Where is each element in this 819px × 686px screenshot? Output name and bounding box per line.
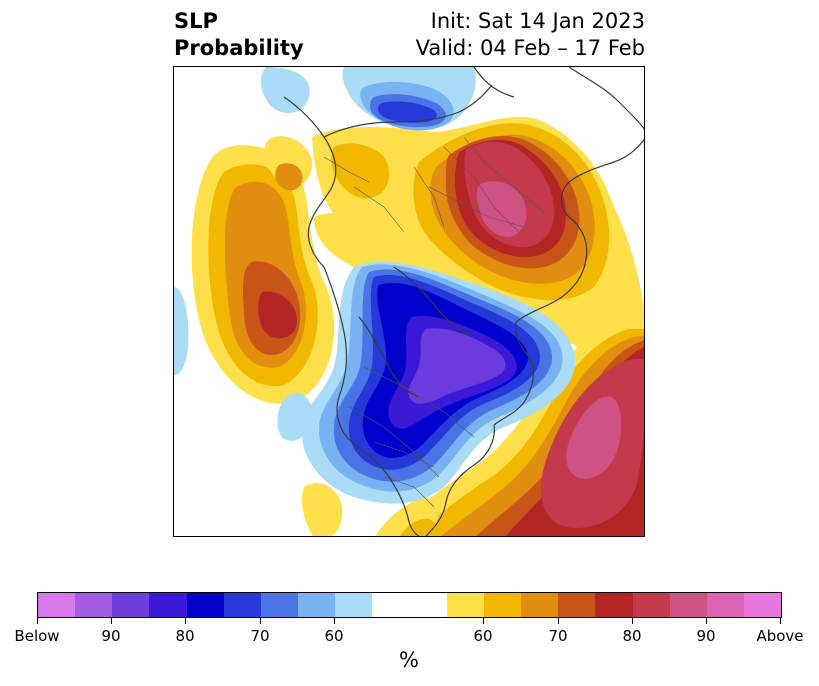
colorbar-segment bbox=[75, 593, 113, 617]
colorbar-tick bbox=[260, 618, 261, 624]
colorbar-tick bbox=[632, 618, 633, 624]
map-title: SLP Probability bbox=[174, 8, 304, 62]
colorbar-tick bbox=[780, 618, 781, 624]
colorbar-tick-label: 70 bbox=[250, 627, 270, 645]
colorbar-tick bbox=[37, 618, 38, 624]
colorbar-segment bbox=[743, 593, 782, 617]
colorbar-segment bbox=[483, 593, 522, 617]
probability-colorbar bbox=[37, 592, 782, 618]
colorbar-tick-label: 60 bbox=[324, 627, 344, 645]
pacific-high-anomaly bbox=[191, 136, 334, 404]
country-borders bbox=[323, 136, 545, 508]
colorbar-segment bbox=[446, 593, 484, 617]
colorbar-segment bbox=[595, 593, 633, 617]
colorbar-tick-label: 80 bbox=[622, 627, 642, 645]
init-date-label: Init: Sat 14 Jan 2023 bbox=[430, 9, 645, 33]
colorbar-tick-label: 90 bbox=[101, 627, 121, 645]
colorbar-segment bbox=[149, 593, 187, 617]
valid-range-label: Valid: 04 Feb – 17 Feb bbox=[415, 36, 645, 60]
colorbar-tick bbox=[111, 618, 112, 624]
colorbar-tick bbox=[185, 618, 186, 624]
map-canvas bbox=[174, 67, 644, 536]
colorbar-tick-label: 90 bbox=[696, 627, 716, 645]
colorbar-tick bbox=[483, 618, 484, 624]
colorbar-segment bbox=[558, 593, 596, 617]
colorbar-tick bbox=[706, 618, 707, 624]
colorbar-segment bbox=[298, 593, 336, 617]
colorbar-tick bbox=[334, 618, 335, 624]
probability-map bbox=[173, 66, 645, 537]
coastlines bbox=[283, 67, 644, 536]
atlantic-high-anomaly bbox=[302, 317, 644, 536]
forecast-dates: Init: Sat 14 Jan 2023 Valid: 04 Feb – 17… bbox=[416, 8, 645, 62]
colorbar-tick-label: Below bbox=[14, 627, 60, 645]
colorbar-segment bbox=[372, 593, 410, 617]
colorbar-segment bbox=[409, 593, 447, 617]
north-america-low-anomaly bbox=[174, 67, 576, 504]
product-label: Probability bbox=[174, 36, 304, 60]
colorbar-segment bbox=[632, 593, 670, 617]
colorbar-tick-label: Above bbox=[756, 627, 804, 645]
colorbar-tick bbox=[558, 618, 559, 624]
colorbar-unit-label: % bbox=[399, 648, 419, 672]
arctic-low-anomaly bbox=[342, 67, 476, 131]
variable-label: SLP bbox=[174, 9, 218, 33]
colorbar-segment bbox=[260, 593, 299, 617]
colorbar-segment bbox=[186, 593, 224, 617]
colorbar-tick-label: 70 bbox=[548, 627, 568, 645]
colorbar-segment bbox=[38, 593, 76, 617]
colorbar-tick-label: 80 bbox=[175, 627, 195, 645]
colorbar-tick-label: 60 bbox=[473, 627, 493, 645]
colorbar-segment bbox=[335, 593, 373, 617]
colorbar-segment bbox=[706, 593, 744, 617]
colorbar-segment bbox=[223, 593, 261, 617]
colorbar-segment bbox=[112, 593, 150, 617]
colorbar-segment bbox=[521, 593, 559, 617]
colorbar-segment bbox=[669, 593, 707, 617]
